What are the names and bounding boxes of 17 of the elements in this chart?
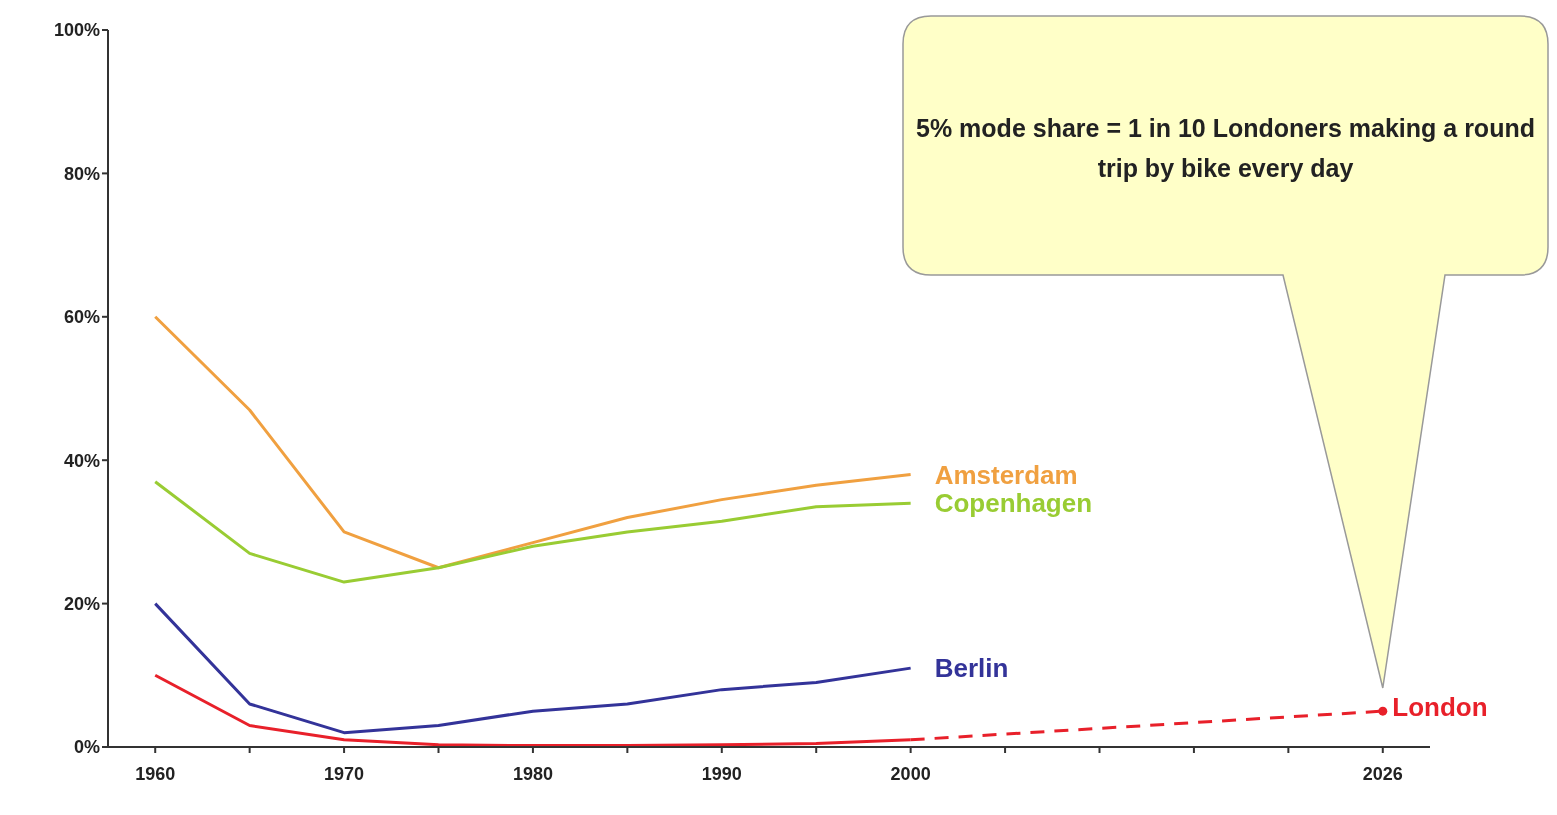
x-tick-label: 1980: [512, 763, 553, 784]
series-label: London: [1392, 691, 1488, 722]
x-tick-label: 1960: [135, 763, 176, 784]
x-tick-label: 1990: [701, 763, 742, 784]
x-tick-label: 2026: [1362, 763, 1403, 784]
series-label: Berlin: [934, 653, 1009, 684]
series-label: Copenhagen: [934, 488, 1093, 519]
y-tick-label: 100%: [53, 20, 100, 41]
y-tick-label: 40%: [63, 450, 100, 471]
series-label: Amsterdam: [934, 459, 1078, 490]
y-tick-label: 60%: [63, 307, 100, 328]
x-tick-label: 1970: [324, 763, 365, 784]
y-tick-label: 80%: [63, 163, 100, 184]
y-tick-label: 0%: [73, 737, 100, 758]
annotation: 5% mode share = 1 in 10 Londoners making a round trip by bike every day: [915, 113, 1536, 184]
x-tick-label: 2000: [890, 763, 931, 784]
y-tick-label: 20%: [63, 593, 100, 614]
